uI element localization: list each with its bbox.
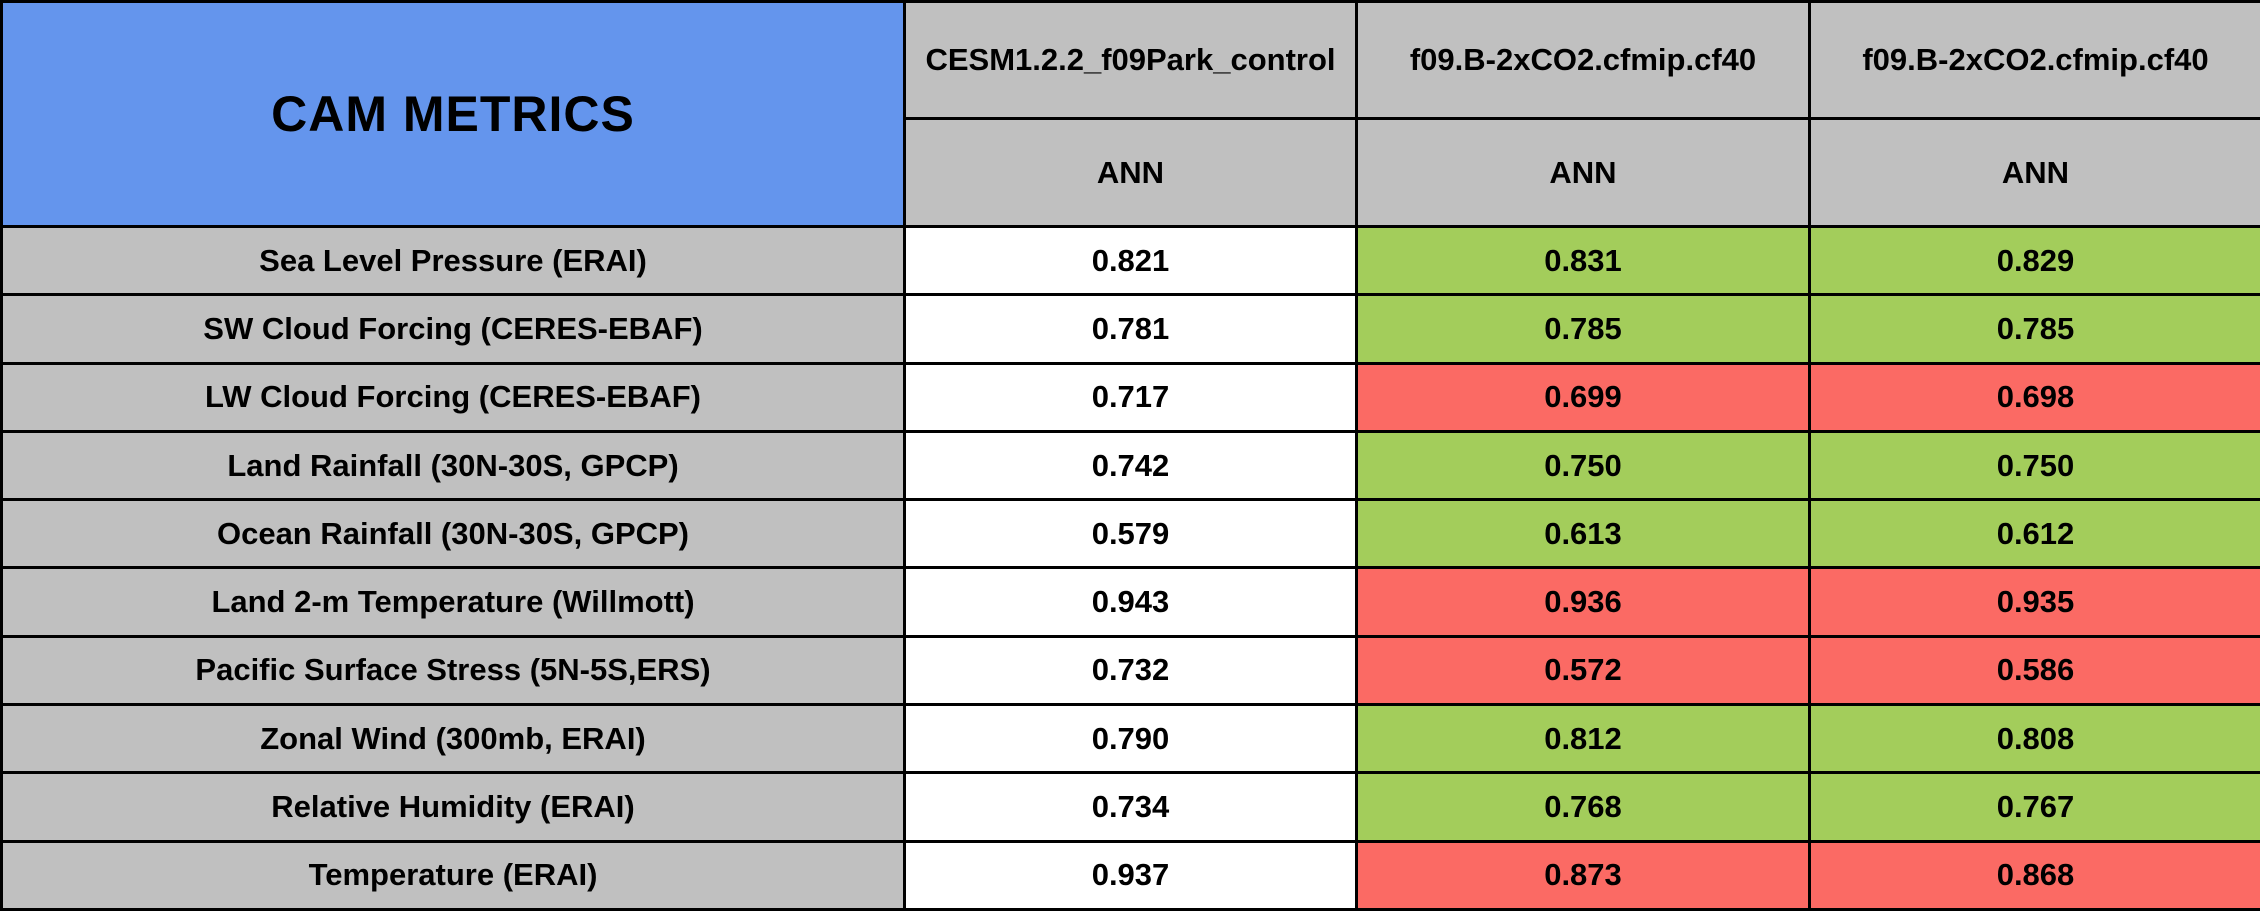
metric-label: Land 2-m Temperature (Willmott)	[0, 566, 906, 638]
metric-label: Land Rainfall (30N-30S, GPCP)	[0, 429, 906, 502]
metric-value-cell: 0.808	[1808, 703, 2260, 775]
metric-value-cell: 0.831	[1355, 224, 1811, 297]
table-row: Zonal Wind (300mb, ERAI) 0.790 0.812 0.808	[0, 703, 2260, 775]
table-row: Land Rainfall (30N-30S, GPCP) 0.742 0.750 0…	[0, 429, 2260, 502]
metric-label: Zonal Wind (300mb, ERAI)	[0, 703, 906, 775]
metric-value-cell: 0.613	[1355, 498, 1811, 570]
metric-value-cell: 0.698	[1808, 361, 2260, 433]
metric-value-cell: 0.785	[1808, 293, 2260, 365]
metric-value-cell: 0.732	[903, 634, 1358, 707]
metric-label: Relative Humidity (ERAI)	[0, 771, 906, 843]
metric-value-cell: 0.699	[1355, 361, 1811, 433]
metric-label: Sea Level Pressure (ERAI)	[0, 224, 906, 297]
metric-value-cell: 0.868	[1808, 839, 2260, 911]
metric-value-cell: 0.785	[1355, 293, 1811, 365]
page-title: CAM METRICS	[271, 86, 635, 142]
table-row: Pacific Surface Stress (5N-5S,ERS) 0.732 0…	[0, 634, 2260, 707]
table-row: Land 2-m Temperature (Willmott) 0.943 0.93…	[0, 566, 2260, 638]
metric-value-cell: 0.937	[903, 839, 1358, 911]
metric-label: Ocean Rainfall (30N-30S, GPCP)	[0, 498, 906, 570]
metric-label: Pacific Surface Stress (5N-5S,ERS)	[0, 634, 906, 707]
metric-value-cell: 0.873	[1355, 839, 1811, 911]
table-row: SW Cloud Forcing (CERES-EBAF) 0.781 0.785 0…	[0, 293, 2260, 365]
table-row: Sea Level Pressure (ERAI) 0.821 0.831 0.829	[0, 224, 2260, 297]
season-header-control: ANN	[903, 117, 1358, 228]
season-header-row: ANN ANN ANN	[2, 117, 2260, 228]
metric-value-cell: 0.750	[1808, 429, 2260, 502]
metric-value-cell: 0.821	[903, 224, 1358, 297]
metric-value-cell: 0.750	[1355, 429, 1811, 502]
metric-value-cell: 0.935	[1808, 566, 2260, 638]
column-header-test-run-2: f09.B-2xCO2.cfmip.cf40	[1808, 0, 2260, 120]
metric-value-cell: 0.767	[1808, 771, 2260, 843]
metric-value-cell: 0.829	[1808, 224, 2260, 297]
metric-value-cell: 0.586	[1808, 634, 2260, 707]
metric-value-cell: 0.781	[903, 293, 1358, 365]
column-header-control-run: CESM1.2.2_f09Park_control	[903, 0, 1358, 120]
season-header-test-1: ANN	[1355, 117, 1811, 228]
metric-value-cell: 0.943	[903, 566, 1358, 638]
model-header-row: CAM METRICS CESM1.2.2_f09Park_control f0…	[0, 0, 2260, 228]
metric-value-cell: 0.612	[1808, 498, 2260, 570]
metric-label: SW Cloud Forcing (CERES-EBAF)	[0, 293, 906, 365]
metric-value-cell: 0.936	[1355, 566, 1811, 638]
metric-value-cell: 0.742	[903, 429, 1358, 502]
metric-label: LW Cloud Forcing (CERES-EBAF)	[0, 361, 906, 433]
metric-value-cell: 0.717	[903, 361, 1358, 433]
metric-label: Temperature (ERAI)	[0, 839, 906, 911]
metric-value-cell: 0.734	[903, 771, 1358, 843]
season-header-test-2: ANN	[1808, 117, 2260, 228]
table-row: Temperature (ERAI) 0.937 0.873 0.868	[0, 839, 2260, 911]
table-row: Relative Humidity (ERAI) 0.734 0.768 0.767	[0, 771, 2260, 843]
metric-value-cell: 0.812	[1355, 703, 1811, 775]
table-title-cell: CAM METRICS	[0, 0, 906, 228]
metric-value-cell: 0.790	[903, 703, 1358, 775]
metric-value-cell: 0.572	[1355, 634, 1811, 707]
metric-value-cell: 0.579	[903, 498, 1358, 570]
table-row: LW Cloud Forcing (CERES-EBAF) 0.717 0.699 0…	[0, 361, 2260, 433]
column-header-test-run-1: f09.B-2xCO2.cfmip.cf40	[1355, 0, 1811, 120]
table-row: Ocean Rainfall (30N-30S, GPCP) 0.579 0.613…	[0, 498, 2260, 570]
metrics-body: Sea Level Pressure (ERAI) 0.821 0.831 0.829…	[0, 224, 2260, 911]
metric-value-cell: 0.768	[1355, 771, 1811, 843]
